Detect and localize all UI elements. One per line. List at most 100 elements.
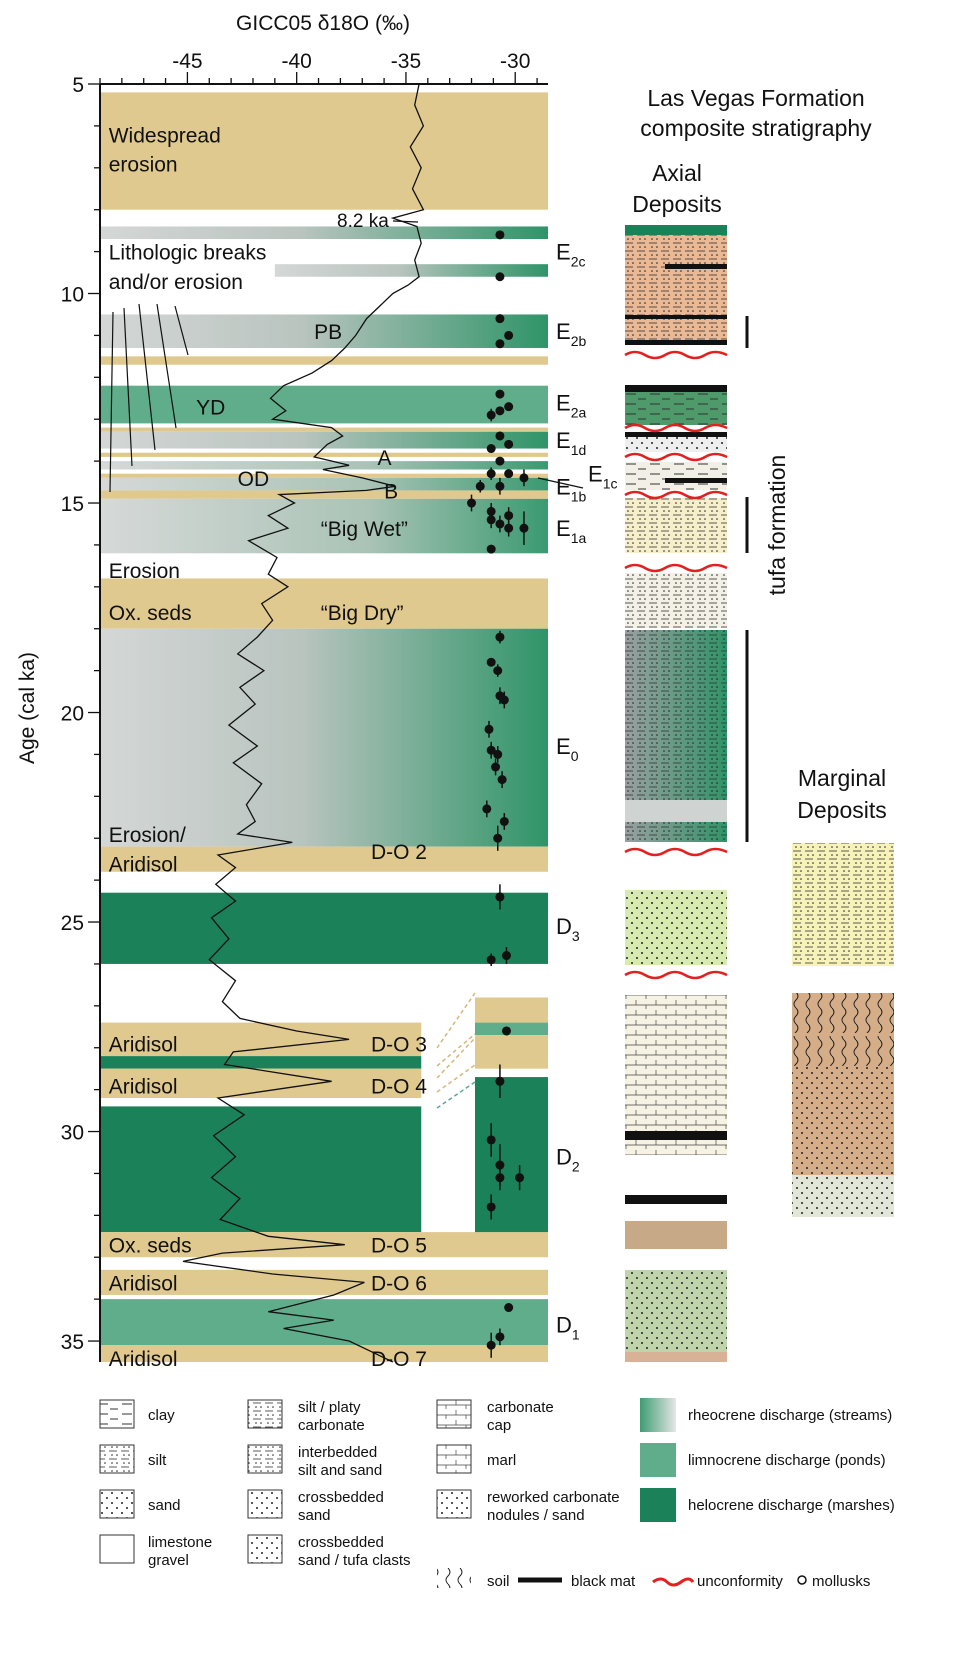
date-point	[501, 951, 511, 961]
event-label: E2b	[556, 319, 586, 349]
band-21	[100, 1106, 422, 1233]
axial-column	[625, 225, 727, 1362]
legend-label: nodules / sand	[487, 1507, 585, 1524]
lithologic-break-leaders	[109, 303, 189, 493]
date-point	[495, 1173, 505, 1183]
date-point	[484, 724, 494, 734]
band-14	[100, 578, 548, 629]
date-point	[519, 473, 529, 483]
legend-label: reworked carbonate	[487, 1489, 620, 1506]
date-point	[504, 469, 514, 479]
y-axis-label: Age (cal ka)	[16, 652, 39, 764]
axial-title-line2: Deposits	[632, 191, 721, 217]
date-point	[486, 544, 496, 554]
date-point	[486, 1202, 496, 1212]
band-labels: Widespread erosion Lithologic breaks and/or…	[109, 124, 428, 1371]
event-label: E1d	[556, 428, 586, 458]
y-tick-label: 30	[61, 1122, 84, 1145]
band-label: D-O 2	[371, 841, 427, 864]
tufa-label: tufa formation	[764, 455, 790, 596]
isotope-curve	[182, 83, 425, 1363]
band-label: Aridisol	[109, 1272, 178, 1295]
strat-title-line2: composite stratigraphy	[640, 115, 872, 141]
band-16	[100, 846, 548, 872]
date-point	[495, 1332, 505, 1342]
date-point	[495, 481, 505, 491]
inset-band-2	[475, 1035, 548, 1069]
date-point	[497, 775, 507, 785]
facies-bands	[100, 92, 548, 1362]
band-label: Aridisol	[109, 1034, 178, 1057]
band-12	[100, 490, 548, 499]
band-label: Erosion	[109, 560, 180, 583]
event-label: D2	[556, 1145, 580, 1175]
date-point	[486, 1340, 496, 1350]
date-point	[501, 1026, 511, 1036]
legend-black-mat: black mat	[571, 1573, 636, 1590]
band-3	[100, 314, 548, 348]
band-9	[100, 461, 548, 470]
band-label: Ox. seds	[109, 602, 192, 625]
legend-label: sand	[148, 1497, 181, 1514]
date-point	[486, 1135, 496, 1145]
date-point	[495, 272, 505, 282]
strat-title-line1: Las Vegas Formation	[647, 85, 864, 111]
event-label: E0	[556, 734, 579, 764]
band-label: D-O 6	[371, 1272, 427, 1295]
event-label: E1c	[588, 462, 617, 492]
y-tick-label: 15	[61, 493, 84, 516]
date-point	[493, 833, 503, 843]
band-label: D-O 3	[371, 1034, 427, 1057]
legend-discharge-label: rheocrene discharge (streams)	[688, 1407, 892, 1424]
legend-label: crossbedded	[298, 1489, 384, 1506]
inset-band-3	[475, 1077, 548, 1233]
legend-label: cap	[487, 1417, 511, 1434]
band-label: D-O 4	[371, 1075, 427, 1098]
date-point	[495, 230, 505, 240]
band-20	[100, 1068, 422, 1099]
date-point	[504, 511, 514, 521]
x-tick-label: -45	[172, 50, 202, 73]
event-label: D1	[556, 1312, 580, 1342]
legend-label: carbonate	[298, 1417, 365, 1434]
legend-mollusks: mollusks	[812, 1573, 870, 1590]
date-point	[519, 523, 529, 533]
x-tick-label: -40	[282, 50, 312, 73]
date-point	[486, 469, 496, 479]
legend-label: silt	[148, 1452, 167, 1469]
band-17	[100, 892, 548, 964]
band-5	[100, 385, 548, 424]
date-point	[495, 314, 505, 324]
band-label: PB	[314, 321, 342, 344]
date-point	[495, 1076, 505, 1086]
band-10	[100, 473, 548, 478]
band-15	[100, 628, 548, 847]
date-point	[475, 481, 485, 491]
band-label: D-O 5	[371, 1235, 427, 1258]
date-point	[504, 330, 514, 340]
event-label: E1a	[556, 516, 586, 546]
marginal-title-line1: Marginal	[798, 765, 886, 791]
date-point	[495, 456, 505, 466]
band-13	[100, 498, 548, 554]
inset-band-0	[475, 997, 548, 1023]
legend-label: carbonate	[487, 1399, 554, 1416]
date-point	[486, 410, 496, 420]
band-19	[100, 1056, 422, 1069]
date-point	[486, 955, 496, 965]
legend-label: clay	[148, 1407, 175, 1424]
legend-bottom: soil black mat unconformity mollusks	[437, 1568, 870, 1590]
band-8	[100, 452, 548, 457]
band-22	[100, 1232, 548, 1258]
date-point	[493, 749, 503, 759]
legend-label: crossbedded	[298, 1534, 384, 1551]
legend-label: interbedded	[298, 1444, 377, 1461]
inset-connectors	[436, 992, 476, 1109]
band-label: A	[378, 447, 392, 470]
legend-discharge-label: limnocrene discharge (ponds)	[688, 1452, 886, 1469]
band-label: B	[384, 480, 398, 503]
event-label: D3	[556, 914, 580, 944]
band-label: D-O 7	[371, 1348, 427, 1371]
